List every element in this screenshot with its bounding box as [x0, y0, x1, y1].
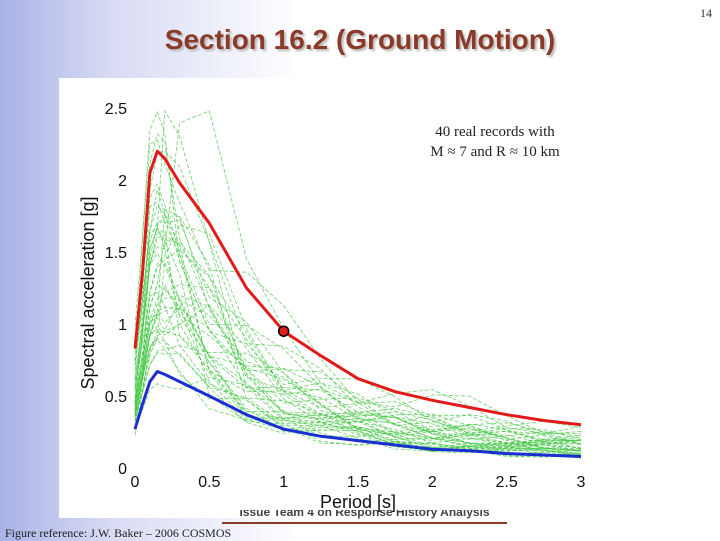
record-line — [134, 249, 582, 444]
target-point-marker — [277, 325, 290, 337]
y-tick-label: 1.5 — [105, 245, 127, 262]
record-line — [134, 307, 582, 455]
y-tick-label: 2.5 — [105, 101, 127, 118]
x-tick-label: 1.5 — [347, 474, 369, 491]
x-tick-label: 2 — [428, 474, 437, 491]
x-tick-label: 0.5 — [198, 474, 220, 491]
record-line — [134, 338, 582, 455]
record-line — [134, 338, 582, 459]
record-line — [134, 110, 582, 445]
y-tick-label: 0 — [118, 461, 127, 478]
x-axis-label: Period [s] — [320, 492, 396, 512]
record-line — [134, 226, 582, 450]
record-line — [134, 189, 582, 445]
x-tick-label: 0 — [131, 474, 140, 491]
record-line — [134, 330, 582, 452]
record-line — [134, 150, 582, 432]
footer-banner: Issue Team 4 on Response History Analysi… — [222, 510, 507, 524]
record-line — [134, 208, 582, 450]
x-tick-label: 2.5 — [496, 474, 518, 491]
annotation-line-2: M ≈ 7 and R ≈ 10 km — [430, 144, 560, 160]
marker-layer — [277, 325, 290, 337]
records-annotation: 40 real records with M ≈ 7 and R ≈ 10 km — [415, 122, 575, 162]
y-tick-label: 2 — [118, 173, 127, 190]
axes-layer: 0 0.5 1 1.5 2 2.5 3 0 0.5 1 1.5 2 2.5 Period [s] Spect… — [78, 101, 586, 512]
y-axis-label: Spectral acceleration [g] — [78, 196, 98, 389]
record-line — [134, 252, 582, 450]
record-line — [134, 303, 582, 454]
x-tick-label: 3 — [577, 474, 586, 491]
record-line — [134, 224, 582, 441]
annotation-line-1: 40 real records with — [435, 124, 555, 140]
record-line — [134, 294, 582, 447]
series-line-upper — [133, 149, 582, 427]
y-tick-label: 0.5 — [105, 389, 127, 406]
record-line — [134, 283, 582, 452]
y-tick-label: 1 — [118, 317, 127, 334]
record-line — [134, 299, 582, 451]
record-line — [134, 328, 582, 456]
record-line — [134, 304, 582, 447]
record-line — [134, 376, 582, 456]
figure-panel: 0 0.5 1 1.5 2 2.5 3 0 0.5 1 1.5 2 2.5 Period [s] Spect… — [59, 78, 637, 518]
series-line-lower — [133, 370, 582, 458]
footer-banner-text: Issue Team 4 on Response History Analysi… — [239, 510, 490, 519]
slide-title: Section 16.2 (Ground Motion) — [164, 24, 556, 55]
record-line — [134, 216, 582, 446]
x-tick-label: 1 — [279, 474, 288, 491]
record-line — [134, 291, 582, 449]
record-line — [134, 139, 582, 435]
slide-number: 14 — [700, 6, 712, 20]
figure-reference: Figure reference: J.W. Baker – 2006 COSM… — [5, 526, 232, 540]
footer-banner-rule — [222, 522, 507, 524]
record-line — [134, 229, 582, 453]
spectral-acceleration-chart: 0 0.5 1 1.5 2 2.5 3 0 0.5 1 1.5 2 2.5 Period [s] Spect… — [78, 101, 586, 512]
record-line — [134, 133, 582, 441]
record-line — [134, 307, 582, 448]
record-line — [134, 234, 582, 440]
ground-motion-records — [134, 109, 582, 459]
